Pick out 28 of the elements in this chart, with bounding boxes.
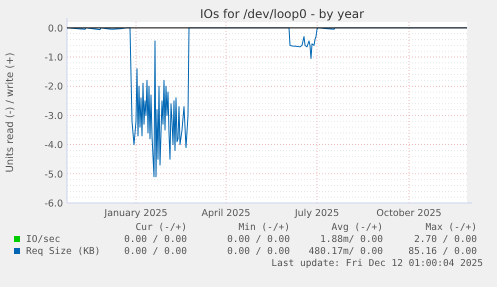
x-tick-label: April 2025 <box>202 208 250 219</box>
y-tick-label: -2.0 <box>44 82 63 93</box>
text: 0.00 / 0.00 <box>227 234 290 245</box>
x-tick-label: July 2025 <box>294 208 340 219</box>
text: 85.16 / 0.00 <box>408 246 478 257</box>
text: Max (-/+) <box>426 222 477 233</box>
legend-label: IO/sec <box>26 234 60 245</box>
y-tick-label: -6.0 <box>44 198 63 210</box>
y-axis-title: Units read (-) / write (+) <box>5 52 16 173</box>
text: Cur (-/+) <box>136 222 187 233</box>
text: 480.17m/ 0.00 <box>308 246 384 257</box>
x-tick-label: January 2025 <box>103 208 168 219</box>
y-tick-label: -5.0 <box>44 169 63 180</box>
text: Min (-/+) <box>238 222 290 233</box>
text: 1.88m/ 0.00 <box>320 234 384 245</box>
text: Last update: Fri Dec 12 01:00:04 2025 <box>271 258 483 269</box>
y-tick-label: -1.0 <box>44 52 63 64</box>
text: 0.00 / 0.00 <box>227 246 290 257</box>
y-tick-label: -3.0 <box>44 110 63 122</box>
y-tick-label: -4.0 <box>44 140 63 152</box>
chart-title: IOs for /dev/loop0 - by year <box>200 7 364 21</box>
text: 0.00 / 0.00 <box>124 246 188 257</box>
text: Avg (-/+) <box>332 222 383 233</box>
text: 0.00 / 0.00 <box>124 234 188 245</box>
legend-label: Req Size (KB) <box>26 246 100 257</box>
y-tick-label: 0.0 <box>48 23 63 34</box>
x-tick-label: October 2025 <box>376 208 442 219</box>
text: 2.70 / 0.00 <box>414 234 478 245</box>
